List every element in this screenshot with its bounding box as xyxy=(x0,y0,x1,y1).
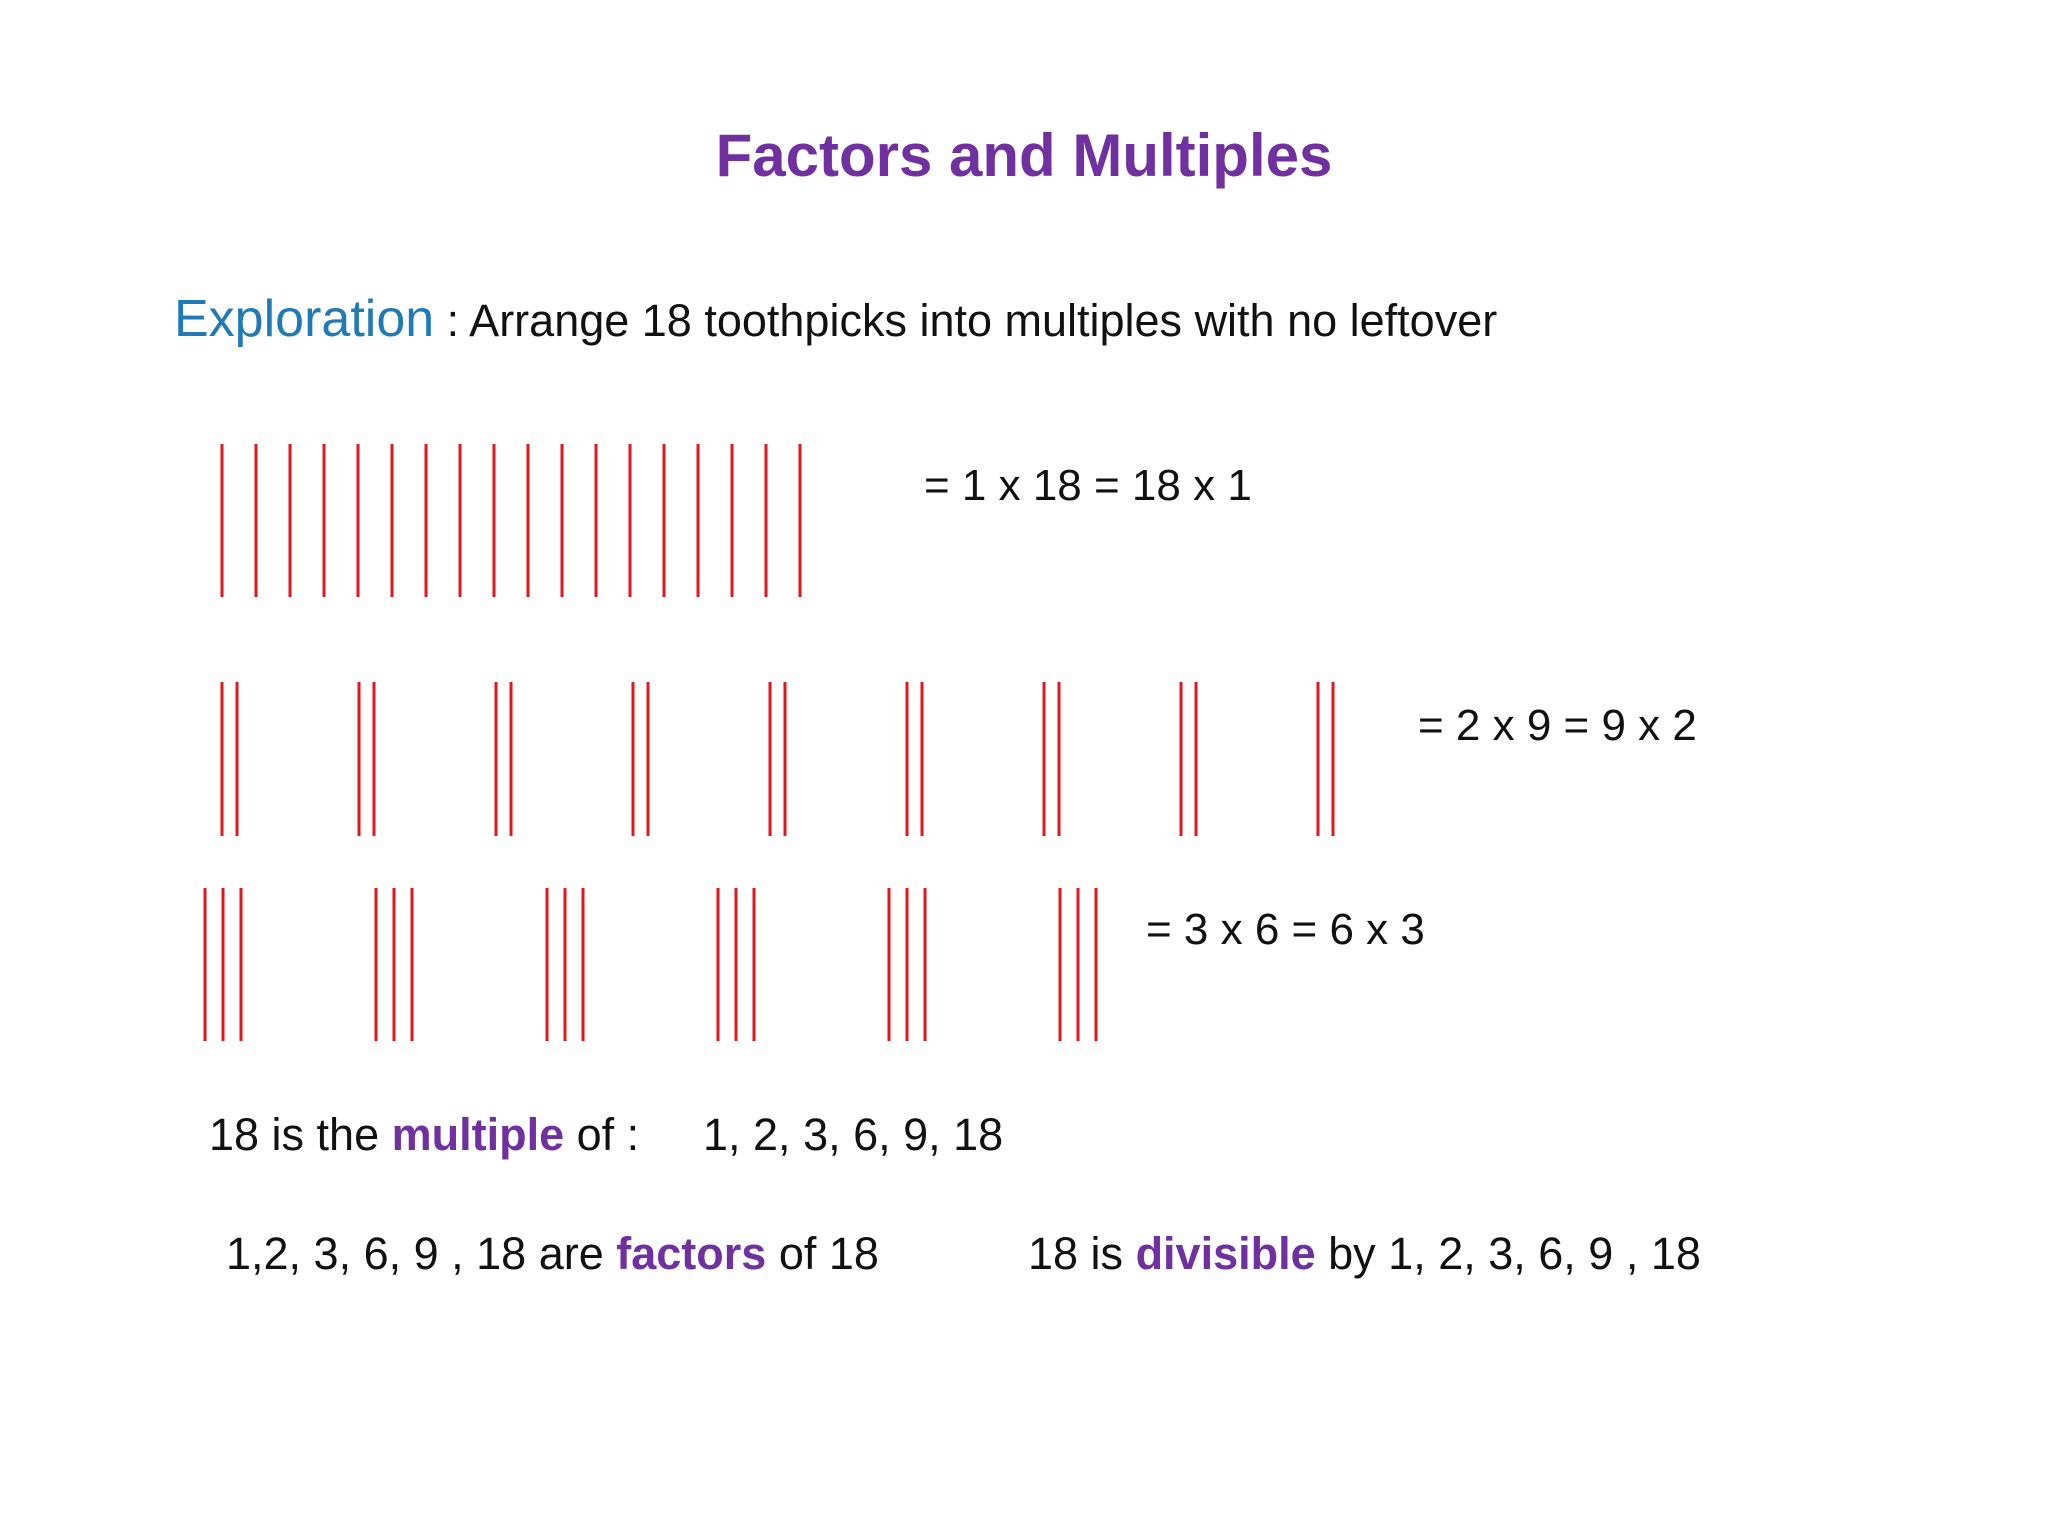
toothpick-row-1-by-18 xyxy=(220,444,802,597)
page-title: Factors and Multiples xyxy=(715,122,1333,189)
exploration-line: Exploration : Arrange 18 toothpicks into… xyxy=(174,290,1497,350)
multiple-statement: 18 is the multiple of : xyxy=(209,1106,639,1164)
multiple-suffix: of : xyxy=(564,1109,640,1160)
equation-1x18: = 1 x 18 = 18 x 1 xyxy=(924,461,1252,510)
factors-statement: 1,2, 3, 6, 9 , 18 are factors of 18 xyxy=(226,1225,879,1283)
factors-prefix: 1,2, 3, 6, 9 , 18 are xyxy=(226,1228,617,1279)
multiple-values: 1, 2, 3, 6, 9, 18 xyxy=(703,1109,1004,1160)
factors-suffix: of 18 xyxy=(766,1228,879,1279)
toothpick-row-3-by-6 xyxy=(203,888,1098,1041)
divisible-prefix: 18 is xyxy=(1028,1228,1136,1279)
equation-2x9: = 2 x 9 = 9 x 2 xyxy=(1418,701,1697,750)
exploration-label: Exploration xyxy=(174,290,435,348)
divisible-statement: 18 is divisible by 1, 2, 3, 6, 9 , 18 xyxy=(1028,1225,1701,1283)
divisible-suffix: by 1, 2, 3, 6, 9 , 18 xyxy=(1315,1228,1701,1279)
multiple-keyword: multiple xyxy=(391,1109,565,1160)
divisible-keyword: divisible xyxy=(1135,1228,1316,1279)
exploration-text: : Arrange 18 toothpicks into multiples w… xyxy=(434,295,1498,346)
multiple-prefix: 18 is the xyxy=(209,1109,392,1160)
toothpick-row-2-by-9 xyxy=(220,682,1335,836)
equation-3x6: = 3 x 6 = 6 x 3 xyxy=(1146,905,1425,954)
factors-keyword: factors xyxy=(616,1228,767,1279)
